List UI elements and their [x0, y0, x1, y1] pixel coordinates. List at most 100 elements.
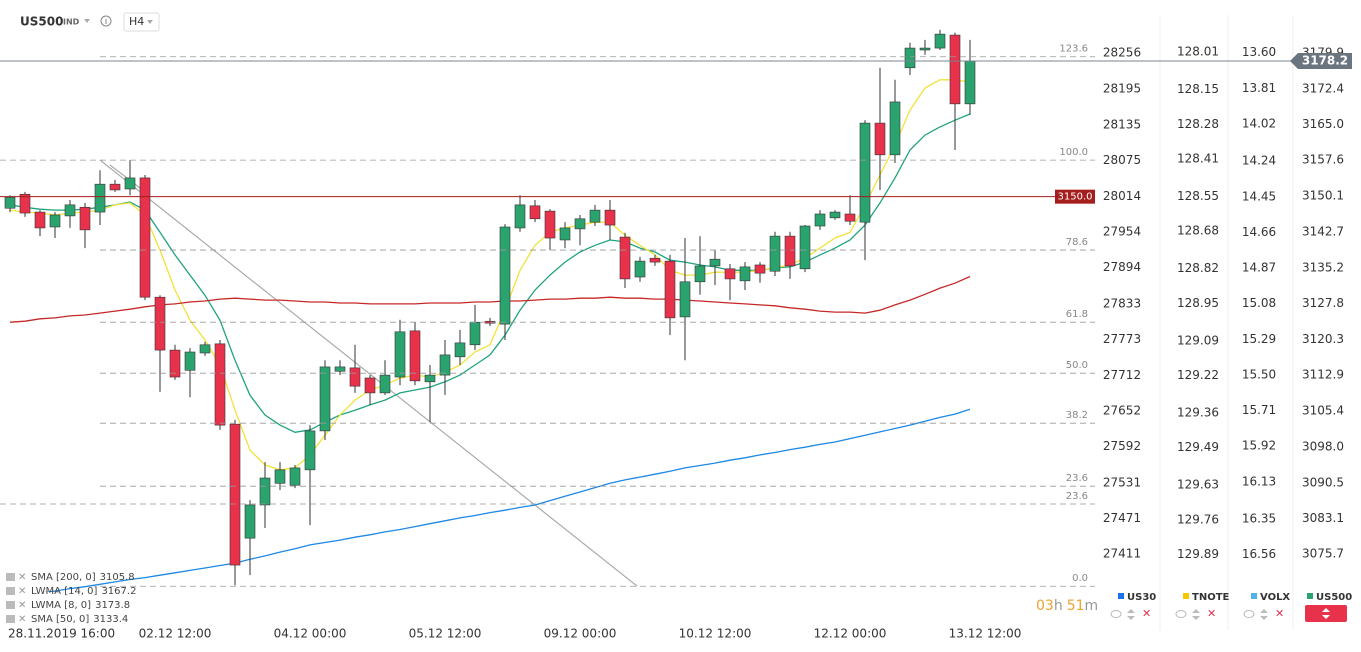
order-toggle[interactable] [1322, 608, 1330, 619]
candle-body [439, 354, 451, 376]
tab-label[interactable]: TNOTE [1192, 592, 1230, 603]
y-tick-label: 3105.4 [1302, 404, 1344, 418]
tab-color[interactable] [1118, 593, 1124, 599]
candle-body [469, 321, 481, 346]
legend-icon[interactable] [6, 573, 15, 581]
candle-body [784, 235, 796, 267]
candle-body [529, 205, 541, 220]
candle-body [799, 225, 811, 270]
compare-tick-label: 128.28 [1177, 117, 1219, 131]
candle-body [49, 214, 61, 228]
legend-icon[interactable] [6, 587, 15, 595]
x-tick-label: 13.12 12:00 [949, 627, 1022, 641]
dropdown-arrow[interactable] [84, 19, 90, 23]
compare-tick-label: 14.66 [1242, 225, 1276, 239]
x-tick-label: 05.12 12:00 [409, 627, 482, 641]
tab-color[interactable] [1183, 593, 1189, 599]
candle-body [724, 268, 736, 280]
remove-button[interactable]: ✕ [1275, 607, 1284, 620]
compare-tick-label: 14.45 [1242, 189, 1276, 203]
candle-body [664, 260, 676, 319]
legend-icon[interactable] [6, 601, 15, 609]
legend-entry: LWMA [14, 0] 3167.2 [31, 586, 136, 597]
ma-line [9, 275, 971, 323]
y-tick-label: 3120.3 [1302, 332, 1344, 346]
remove-button[interactable]: ✕ [1207, 607, 1216, 620]
order-toggle[interactable] [1192, 609, 1200, 620]
compare-tick-label: 15.29 [1242, 332, 1276, 346]
candle-body [229, 423, 241, 566]
compare-tick-label: 15.92 [1242, 439, 1276, 453]
compare-tick-label: 13.60 [1242, 45, 1276, 59]
legend-remove[interactable]: ✕ [18, 572, 26, 583]
fib-label: 50.0 [1066, 360, 1088, 371]
compare-tick-label: 15.71 [1242, 403, 1276, 417]
current-price-label: 3178.2 [1302, 54, 1348, 68]
compare-tick-label: 27592 [1103, 439, 1141, 453]
candle-body [394, 331, 406, 378]
candle-body [154, 296, 166, 351]
legend-remove[interactable]: ✕ [18, 614, 26, 625]
compare-tick-label: 14.87 [1242, 261, 1276, 275]
candle-body [214, 343, 226, 426]
dropdown-arrow[interactable] [147, 20, 153, 24]
compare-tick-label: 27833 [1103, 296, 1141, 310]
market: IND [63, 18, 80, 27]
candle-body [34, 211, 46, 229]
candle-body [4, 196, 16, 209]
legend-name: SMA [200, 0] [31, 572, 96, 583]
compare-tick-label: 28135 [1103, 117, 1141, 131]
fib-label: 23.6 [1066, 473, 1088, 484]
tab-button[interactable] [1305, 605, 1347, 622]
candle-body [904, 47, 916, 69]
x-tick-label: 28.11.2019 16:00 [8, 627, 115, 641]
y-tick-label: 3075.7 [1302, 547, 1344, 561]
plot-area [4, 29, 976, 592]
candle-body [109, 183, 121, 191]
tab-color[interactable] [1307, 593, 1313, 599]
visibility-toggle[interactable] [1175, 610, 1187, 618]
compare-tick-label: 27773 [1103, 332, 1141, 346]
tab-label[interactable]: VOLX [1260, 592, 1290, 603]
compare-tick-label: 129.22 [1177, 368, 1219, 382]
compare-tick-label: 128.01 [1177, 45, 1219, 59]
info-icon[interactable] [100, 15, 112, 27]
compare-tick-label: 27712 [1103, 368, 1141, 382]
x-tick-label: 09.12 00:00 [544, 627, 617, 641]
legend-remove[interactable]: ✕ [18, 586, 26, 597]
compare-tick-label: 15.50 [1242, 367, 1276, 381]
visibility-toggle[interactable] [1243, 610, 1255, 618]
tab-label[interactable]: US30 [1127, 592, 1156, 603]
legend-icon[interactable] [6, 615, 15, 623]
candle-body [454, 342, 466, 358]
candle-body [814, 213, 826, 227]
candle-body [514, 204, 526, 229]
fib-label: 38.2 [1066, 410, 1088, 421]
candle-body [844, 213, 856, 222]
visibility-toggle[interactable] [1110, 610, 1122, 618]
candle-body [319, 366, 331, 432]
candle-body [274, 469, 286, 484]
candle-body [589, 209, 601, 223]
remove-button[interactable]: ✕ [1142, 607, 1151, 620]
tab-color[interactable] [1251, 593, 1257, 599]
legend-remove[interactable]: ✕ [18, 600, 26, 611]
legend-value: 3167.2 [101, 586, 136, 597]
interval-select[interactable] [123, 12, 160, 32]
candle-body [649, 257, 661, 263]
candle-body [424, 374, 436, 383]
candle-body [364, 377, 376, 394]
y-tick-label: 3172.4 [1302, 81, 1344, 95]
candle-body [634, 260, 646, 278]
order-toggle[interactable] [1260, 609, 1268, 620]
legend-value: 3133.4 [93, 614, 128, 625]
candle-body [349, 367, 361, 387]
tab-label[interactable]: US500 [1316, 592, 1352, 603]
legend-value: 3105.8 [100, 572, 135, 583]
legend-entry: LWMA [8, 0] 3173.8 [31, 600, 130, 611]
compare-tick-label: 16.35 [1242, 512, 1276, 526]
compare-tick-label: 27531 [1103, 475, 1141, 489]
y-tick-label: 3083.1 [1302, 511, 1344, 525]
order-toggle[interactable] [1127, 609, 1135, 620]
